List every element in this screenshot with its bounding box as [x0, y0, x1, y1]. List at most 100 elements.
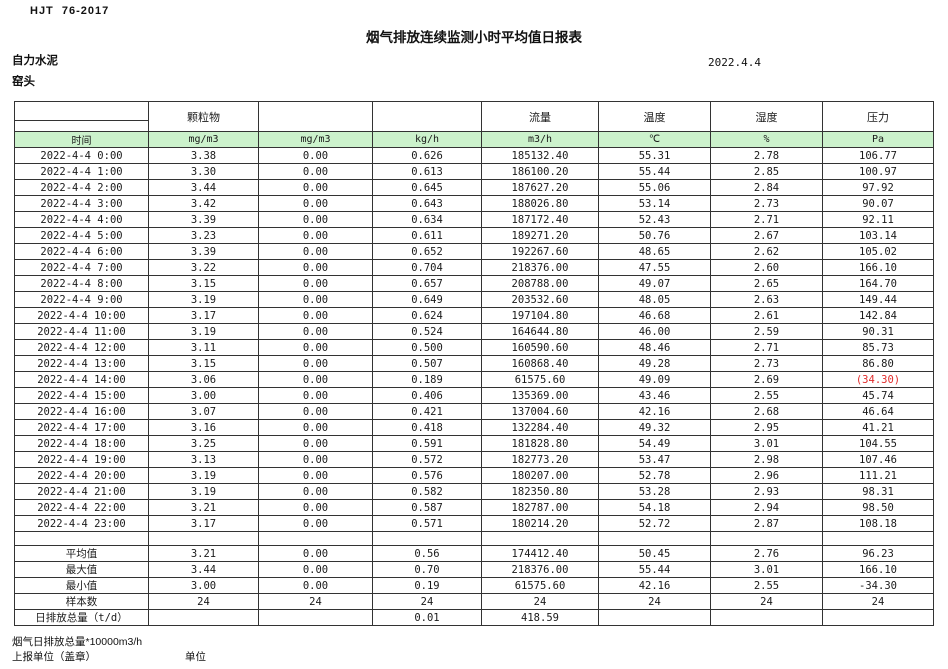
cell: 24	[258, 593, 373, 610]
table-row-hour: 2022-4-4 4:00 3.39 0.00 0.634 187172.40 52.43…	[14, 211, 934, 228]
cell: -34.30	[822, 577, 934, 594]
cell: 0.01	[372, 609, 482, 626]
cell: (34.30)	[822, 371, 934, 388]
cell: 160590.60	[481, 339, 599, 356]
cell: 61575.60	[481, 371, 599, 388]
cell: 2.78	[710, 147, 823, 164]
cell: 3.21	[148, 499, 259, 516]
cell: 2022-4-4 18:00	[14, 435, 149, 452]
table-row-hour: 2022-4-4 13:00 3.15 0.00 0.507 160868.40 49.2…	[14, 355, 934, 372]
cell: 53.14	[598, 195, 711, 212]
cell: 2022-4-4 3:00	[14, 195, 149, 212]
cell: 0.00	[258, 227, 373, 244]
table-row-summary: 样本数 24 24 24 24 24 24 24	[14, 593, 934, 610]
units-row: 时间 mg/m3 mg/m3 kg/h m3/h ℃ % Pa	[14, 131, 934, 148]
cell: 0.645	[372, 179, 482, 196]
cell: 0.00	[258, 545, 373, 562]
cell: 3.06	[148, 371, 259, 388]
cell: 样本数	[14, 593, 149, 610]
table-row-summary: 最小值 3.00 0.00 0.19 61575.60 42.16 2.55 -34.30	[14, 577, 934, 594]
cell: 2022-4-4 11:00	[14, 323, 149, 340]
cell: 3.23	[148, 227, 259, 244]
cell: 2.76	[710, 545, 823, 562]
cell	[822, 609, 934, 626]
doc-code: HJT 76-2017	[30, 5, 110, 17]
table-row-hour: 2022-4-4 0:00 3.38 0.00 0.626 185132.40 55.31…	[14, 147, 934, 164]
cell: 2.67	[710, 227, 823, 244]
cell: 0.572	[372, 451, 482, 468]
cell: 2.93	[710, 483, 823, 500]
cell: 0.587	[372, 499, 482, 516]
header-cell-time-bottom	[14, 120, 149, 132]
cell: 3.07	[148, 403, 259, 420]
cell: 90.07	[822, 195, 934, 212]
cell: 174412.40	[481, 545, 599, 562]
cell: 2.94	[710, 499, 823, 516]
cell: 106.77	[822, 147, 934, 164]
cell: 2022-4-4 17:00	[14, 419, 149, 436]
header-cell-empty-2	[372, 101, 482, 132]
cell: 2.96	[710, 467, 823, 484]
cell: 0.00	[258, 561, 373, 578]
cell: 218376.00	[481, 259, 599, 276]
cell: 108.18	[822, 515, 934, 532]
cell: 0.70	[372, 561, 482, 578]
cell: 0.00	[258, 499, 373, 516]
cell	[258, 531, 373, 546]
cell: 2.61	[710, 307, 823, 324]
cell: 0.00	[258, 419, 373, 436]
cell: 45.74	[822, 387, 934, 404]
cell: 90.31	[822, 323, 934, 340]
cell: 0.00	[258, 195, 373, 212]
cell: 2.73	[710, 355, 823, 372]
cell: 55.44	[598, 163, 711, 180]
unit-cell-kg-h: kg/h	[372, 131, 482, 148]
cell: 135369.00	[481, 387, 599, 404]
cell: 0.624	[372, 307, 482, 324]
table-row-hour: 2022-4-4 3:00 3.42 0.00 0.643 188026.80 53.14…	[14, 195, 934, 212]
cell: 3.19	[148, 483, 259, 500]
table-row-hour: 2022-4-4 16:00 3.07 0.00 0.421 137004.60 42.1…	[14, 403, 934, 420]
header-cell-pm: 颗粒物	[148, 101, 259, 132]
table-row-hour: 2022-4-4 15:00 3.00 0.00 0.406 135369.00 43.4…	[14, 387, 934, 404]
unit-cell-m3-h: m3/h	[481, 131, 599, 148]
cell: 105.02	[822, 243, 934, 260]
cell	[710, 531, 823, 546]
cell: 0.634	[372, 211, 482, 228]
cell	[148, 531, 259, 546]
cell: 49.07	[598, 275, 711, 292]
cell: 2022-4-4 12:00	[14, 339, 149, 356]
cell	[598, 609, 711, 626]
cell: 0.643	[372, 195, 482, 212]
cell: 132284.40	[481, 419, 599, 436]
cell: 2.62	[710, 243, 823, 260]
cell: 0.421	[372, 403, 482, 420]
table-row-summary: 平均值 3.21 0.00 0.56 174412.40 50.45 2.76 96.23	[14, 545, 934, 562]
cell: 3.39	[148, 211, 259, 228]
cell: 0.652	[372, 243, 482, 260]
cell: 197104.80	[481, 307, 599, 324]
cell: 0.00	[258, 467, 373, 484]
cell: 3.19	[148, 291, 259, 308]
cell: 24	[598, 593, 711, 610]
cell	[598, 531, 711, 546]
cell: 3.42	[148, 195, 259, 212]
cell: 166.10	[822, 561, 934, 578]
cell: 2.68	[710, 403, 823, 420]
cell: 2022-4-4 10:00	[14, 307, 149, 324]
cell: 182350.80	[481, 483, 599, 500]
cell: 0.00	[258, 323, 373, 340]
table-row-hour: 2022-4-4 18:00 3.25 0.00 0.591 181828.80 54.4…	[14, 435, 934, 452]
cell: 0.591	[372, 435, 482, 452]
cell: 0.500	[372, 339, 482, 356]
header-cell-temperature: 温度	[598, 101, 711, 132]
cell: 47.55	[598, 259, 711, 276]
cell: 54.49	[598, 435, 711, 452]
unit-cell-pa: Pa	[822, 131, 934, 148]
cell: 187172.40	[481, 211, 599, 228]
cell: 0.00	[258, 403, 373, 420]
unit-cell-percent: %	[710, 131, 823, 148]
table-row-hour: 2022-4-4 17:00 3.16 0.00 0.418 132284.40 49.3…	[14, 419, 934, 436]
table-row-hour: 2022-4-4 23:00 3.17 0.00 0.571 180214.20 52.7…	[14, 515, 934, 532]
cell: 日排放总量（t/d）	[14, 609, 149, 626]
